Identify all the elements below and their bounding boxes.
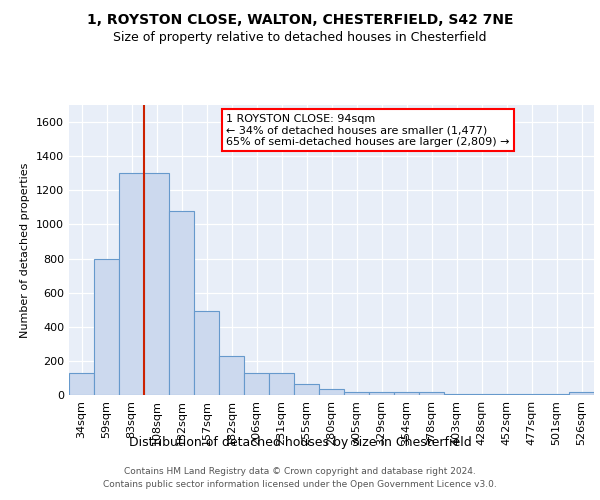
Bar — [419, 392, 444, 395]
Bar — [244, 373, 269, 395]
Bar — [294, 384, 319, 395]
Bar — [69, 373, 94, 395]
Text: 1, ROYSTON CLOSE, WALTON, CHESTERFIELD, S42 7NE: 1, ROYSTON CLOSE, WALTON, CHESTERFIELD, … — [87, 12, 513, 26]
Bar — [169, 211, 194, 395]
Text: Contains HM Land Registry data © Crown copyright and database right 2024.: Contains HM Land Registry data © Crown c… — [124, 467, 476, 476]
Bar — [494, 394, 519, 395]
Text: Distribution of detached houses by size in Chesterfield: Distribution of detached houses by size … — [128, 436, 472, 449]
Bar — [319, 389, 344, 395]
Bar — [94, 258, 119, 395]
Bar — [369, 392, 394, 395]
Bar — [219, 356, 244, 395]
Bar — [519, 394, 544, 395]
Bar — [544, 394, 569, 395]
Text: 1 ROYSTON CLOSE: 94sqm
← 34% of detached houses are smaller (1,477)
65% of semi-: 1 ROYSTON CLOSE: 94sqm ← 34% of detached… — [227, 114, 510, 147]
Bar — [444, 394, 469, 395]
Text: Size of property relative to detached houses in Chesterfield: Size of property relative to detached ho… — [113, 31, 487, 44]
Bar — [469, 394, 494, 395]
Bar — [569, 392, 594, 395]
Y-axis label: Number of detached properties: Number of detached properties — [20, 162, 31, 338]
Bar — [194, 312, 219, 395]
Bar — [144, 173, 169, 395]
Bar — [394, 392, 419, 395]
Bar — [269, 373, 294, 395]
Text: Contains public sector information licensed under the Open Government Licence v3: Contains public sector information licen… — [103, 480, 497, 489]
Bar — [344, 392, 369, 395]
Bar — [119, 173, 144, 395]
